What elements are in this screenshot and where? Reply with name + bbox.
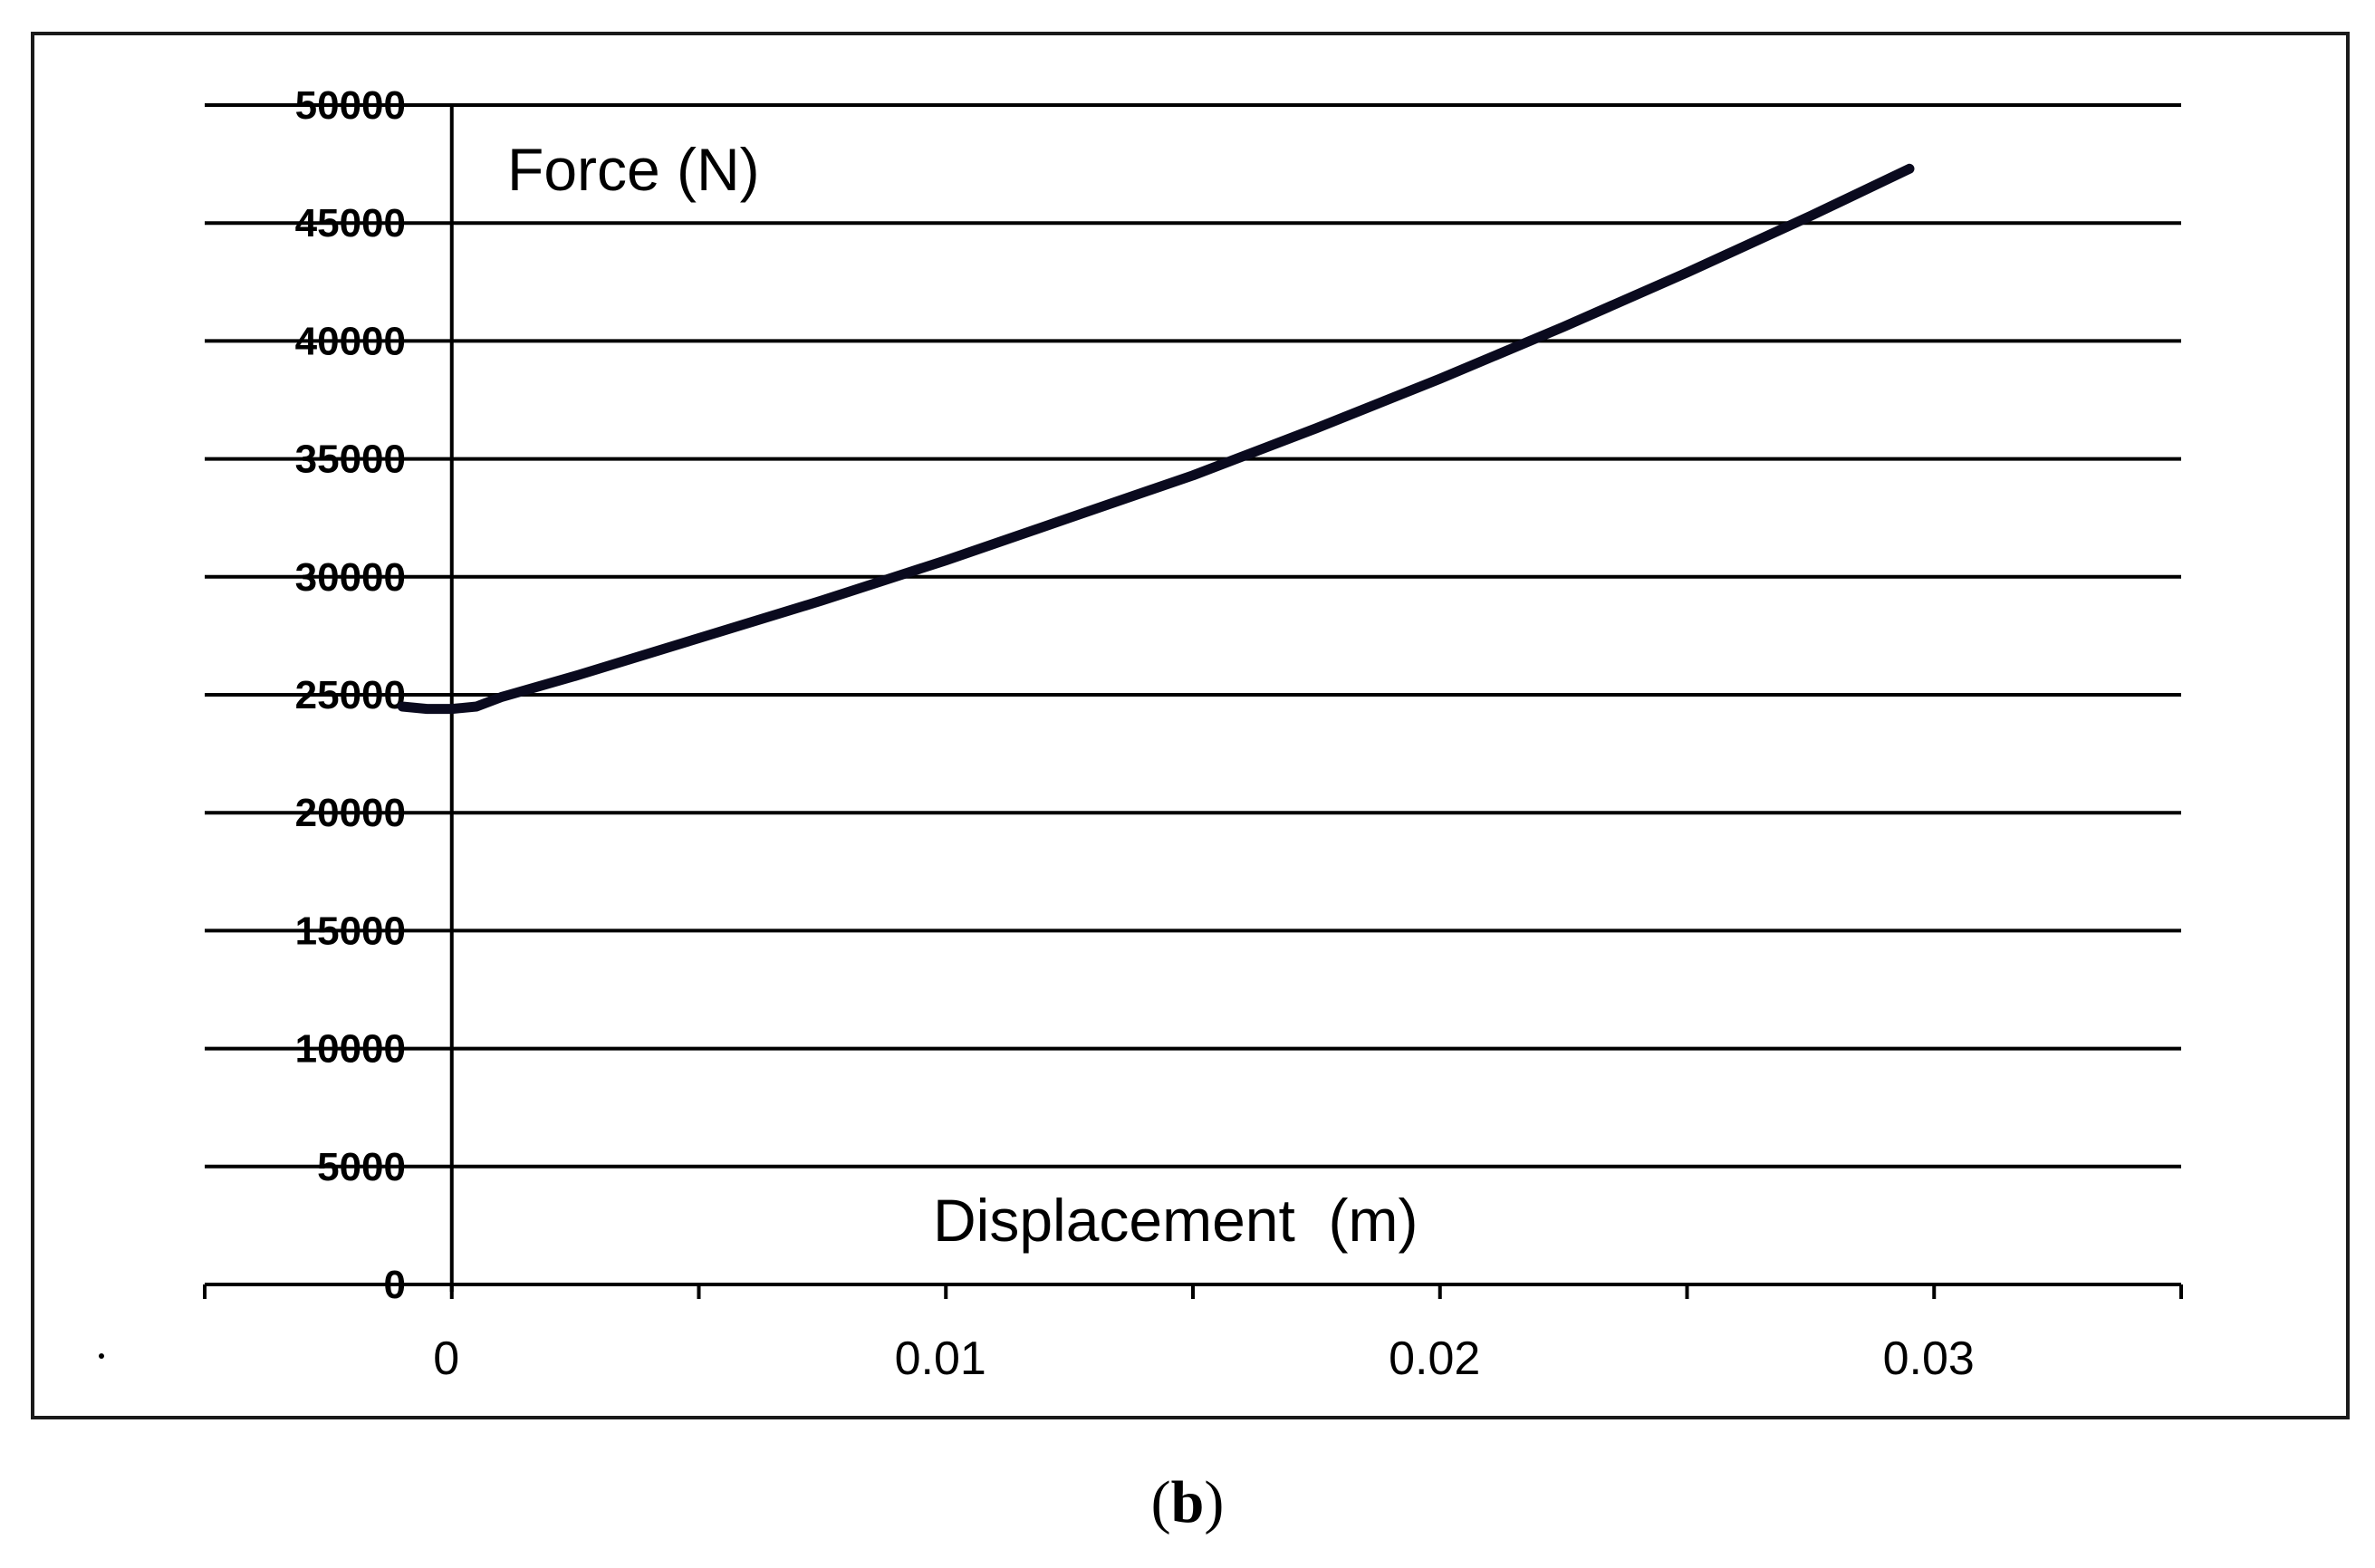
x-tick-label: 0.02: [1389, 1332, 1480, 1385]
y-tick-label: 40000: [295, 319, 406, 363]
y-tick-label: 30000: [295, 555, 406, 600]
y-tick-label: 20000: [295, 791, 406, 835]
chart-frame: [31, 32, 2350, 1419]
y-tick-label: 35000: [295, 438, 406, 482]
axes: [203, 105, 2183, 1299]
y-tick-label: 0: [384, 1263, 406, 1307]
x-axis-title: Displacement (m): [933, 1187, 1418, 1254]
y-tick-label: 10000: [295, 1027, 406, 1072]
y-tick-label: 15000: [295, 909, 406, 953]
grid-lines: [205, 103, 2181, 1286]
y-axis-title: Force (N): [507, 136, 760, 203]
caption-open-paren: (: [1151, 1469, 1171, 1535]
caption-close-paren: ): [1204, 1469, 1224, 1535]
y-tick-label: 45000: [295, 201, 406, 245]
x-tick-label: 0.03: [1883, 1332, 1975, 1385]
y-tick-label: 5000: [317, 1145, 406, 1189]
series: [397, 163, 1915, 715]
x-tick-labels: 0 0.01 0.02 0.03: [433, 1332, 1975, 1385]
y-tick-labels: 0 5000 10000 15000 20000 25000 30000 35000 40000…: [295, 83, 406, 1307]
figure-caption: (b): [1151, 1469, 1225, 1535]
x-tick-label: 0: [433, 1332, 459, 1385]
x-tick-label: 0.01: [895, 1332, 986, 1385]
stray-dot: [99, 1353, 104, 1359]
y-tick-label: 25000: [295, 673, 406, 717]
caption-letter: b: [1171, 1469, 1205, 1535]
series-line: [397, 163, 1915, 715]
y-tick-label: 50000: [295, 83, 406, 128]
